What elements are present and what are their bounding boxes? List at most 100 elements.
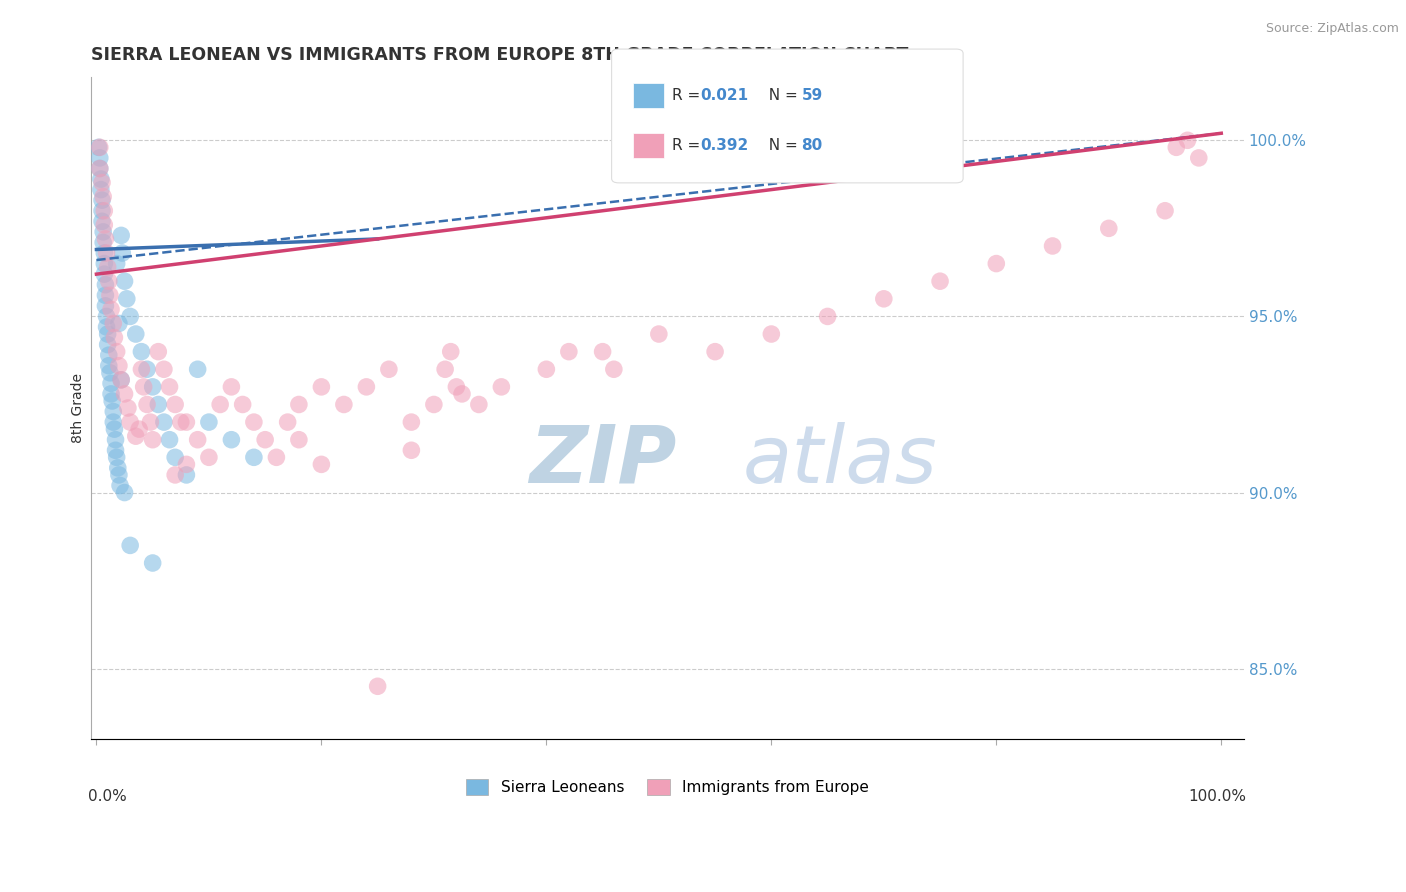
Point: [91, 193, 114, 207]
Point: [98, 288, 121, 302]
Point: [120, 310, 142, 324]
Point: [125, 326, 148, 341]
Point: [108, 359, 131, 373]
Point: [243, 450, 266, 465]
Point: [136, 362, 159, 376]
Point: [468, 397, 491, 411]
Point: [101, 394, 124, 409]
Point: [89, 161, 111, 176]
Point: [142, 556, 165, 570]
Point: [401, 443, 423, 458]
Point: [96, 320, 118, 334]
Point: [187, 362, 209, 376]
Text: ZIP: ZIP: [529, 422, 676, 500]
Point: [142, 380, 165, 394]
Point: [148, 344, 170, 359]
Point: [132, 380, 155, 394]
Point: [491, 380, 513, 394]
Point: [97, 274, 120, 288]
Point: [1166, 140, 1188, 154]
Point: [105, 450, 128, 465]
Text: 59: 59: [801, 88, 823, 103]
Text: atlas: atlas: [742, 422, 936, 500]
Point: [648, 326, 671, 341]
Text: R =: R =: [672, 88, 706, 103]
Text: 80: 80: [801, 138, 823, 153]
Point: [440, 344, 463, 359]
Point: [434, 362, 457, 376]
Point: [94, 277, 117, 292]
Point: [170, 415, 193, 429]
Point: [378, 362, 401, 376]
Point: [97, 326, 120, 341]
Point: [93, 267, 115, 281]
Point: [104, 443, 127, 458]
Point: [603, 362, 626, 376]
Point: [103, 415, 125, 429]
Point: [97, 260, 120, 274]
Point: [97, 337, 120, 351]
Text: 0.021: 0.021: [700, 88, 748, 103]
Point: [232, 397, 254, 411]
Point: [277, 415, 299, 429]
Point: [209, 397, 232, 411]
Point: [333, 397, 356, 411]
Point: [91, 235, 114, 250]
Point: [94, 232, 117, 246]
Point: [93, 203, 115, 218]
Point: [423, 397, 446, 411]
Point: [243, 415, 266, 429]
Point: [266, 450, 288, 465]
Point: [1188, 151, 1211, 165]
Point: [103, 317, 125, 331]
Point: [89, 161, 111, 176]
Point: [94, 299, 117, 313]
Point: [91, 189, 114, 203]
Point: [221, 380, 243, 394]
Point: [159, 433, 181, 447]
Y-axis label: 8th Grade: 8th Grade: [72, 373, 86, 443]
Point: [153, 362, 176, 376]
Point: [107, 461, 129, 475]
Text: R =: R =: [672, 138, 706, 153]
Point: [288, 433, 311, 447]
Point: [91, 203, 114, 218]
Point: [817, 310, 839, 324]
Point: [311, 458, 333, 472]
Point: [986, 256, 1008, 270]
Point: [131, 362, 153, 376]
Point: [90, 183, 112, 197]
Point: [100, 302, 122, 317]
Point: [221, 433, 243, 447]
Point: [100, 376, 122, 391]
Point: [592, 344, 614, 359]
Point: [704, 344, 727, 359]
Point: [558, 344, 581, 359]
Point: [114, 485, 136, 500]
Point: [1177, 133, 1199, 147]
Text: 0.0%: 0.0%: [89, 789, 127, 804]
Point: [98, 366, 121, 380]
Point: [929, 274, 952, 288]
Point: [311, 380, 333, 394]
Point: [1154, 203, 1177, 218]
Text: N =: N =: [759, 88, 803, 103]
Point: [446, 380, 468, 394]
Point: [128, 422, 150, 436]
Point: [117, 401, 139, 415]
Point: [89, 140, 111, 154]
Point: [89, 151, 111, 165]
Point: [91, 225, 114, 239]
Point: [108, 478, 131, 492]
Point: [105, 344, 128, 359]
Point: [108, 317, 131, 331]
Point: [114, 274, 136, 288]
Point: [96, 310, 118, 324]
Point: [96, 246, 118, 260]
Text: 100.0%: 100.0%: [1188, 789, 1246, 804]
Point: [254, 433, 277, 447]
Point: [94, 288, 117, 302]
Point: [104, 433, 127, 447]
Point: [110, 228, 132, 243]
Point: [114, 387, 136, 401]
